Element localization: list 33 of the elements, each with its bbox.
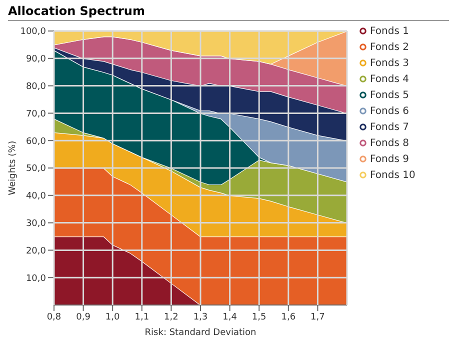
y-tick-label: 50,0 bbox=[26, 164, 46, 174]
legend-label: Fonds 3 bbox=[370, 58, 409, 68]
x-tick-label: 1,4 bbox=[222, 312, 238, 322]
y-tick-label: 10,0 bbox=[26, 274, 46, 284]
y-tick-label: 40,0 bbox=[26, 192, 46, 202]
legend-label: Fonds 4 bbox=[370, 74, 409, 84]
y-tick-label: 70,0 bbox=[26, 109, 46, 120]
y-tick-label: 20,0 bbox=[26, 246, 46, 256]
legend-label: Fonds 10 bbox=[370, 170, 416, 180]
y-tick-label: 80,0 bbox=[26, 82, 46, 92]
legend-label: Fonds 2 bbox=[370, 42, 409, 52]
legend-label: Fonds 1 bbox=[370, 26, 409, 36]
x-tick-label: 1,0 bbox=[105, 312, 120, 322]
x-tick-label: 1,2 bbox=[164, 312, 178, 322]
x-tick-label: 1,6 bbox=[281, 312, 296, 322]
y-tick-label: 100,0 bbox=[20, 27, 46, 38]
legend-label: Fonds 8 bbox=[370, 138, 409, 148]
x-tick-label: 0,8 bbox=[46, 312, 62, 322]
legend-label: Fonds 5 bbox=[370, 90, 409, 100]
legend-label: Fonds 7 bbox=[370, 122, 409, 132]
x-tick-label: 1,1 bbox=[134, 312, 150, 322]
chart-title: Allocation Spectrum bbox=[8, 4, 449, 21]
x-axis-title: Risk: Standard Deviation bbox=[144, 328, 256, 338]
x-tick-label: 1,5 bbox=[252, 312, 266, 322]
legend-label: Fonds 9 bbox=[370, 154, 409, 164]
y-tick-label: 30,0 bbox=[26, 218, 46, 229]
y-tick-label: 60,0 bbox=[26, 136, 46, 147]
x-tick-label: 1,3 bbox=[193, 312, 208, 322]
y-tick-label: 90,0 bbox=[26, 54, 46, 65]
x-tick-label: 0,9 bbox=[76, 312, 91, 322]
legend-label: Fonds 6 bbox=[370, 106, 409, 116]
y-axis-title: Weights (%) bbox=[8, 140, 18, 196]
x-tick-label: 1,7 bbox=[310, 312, 325, 322]
